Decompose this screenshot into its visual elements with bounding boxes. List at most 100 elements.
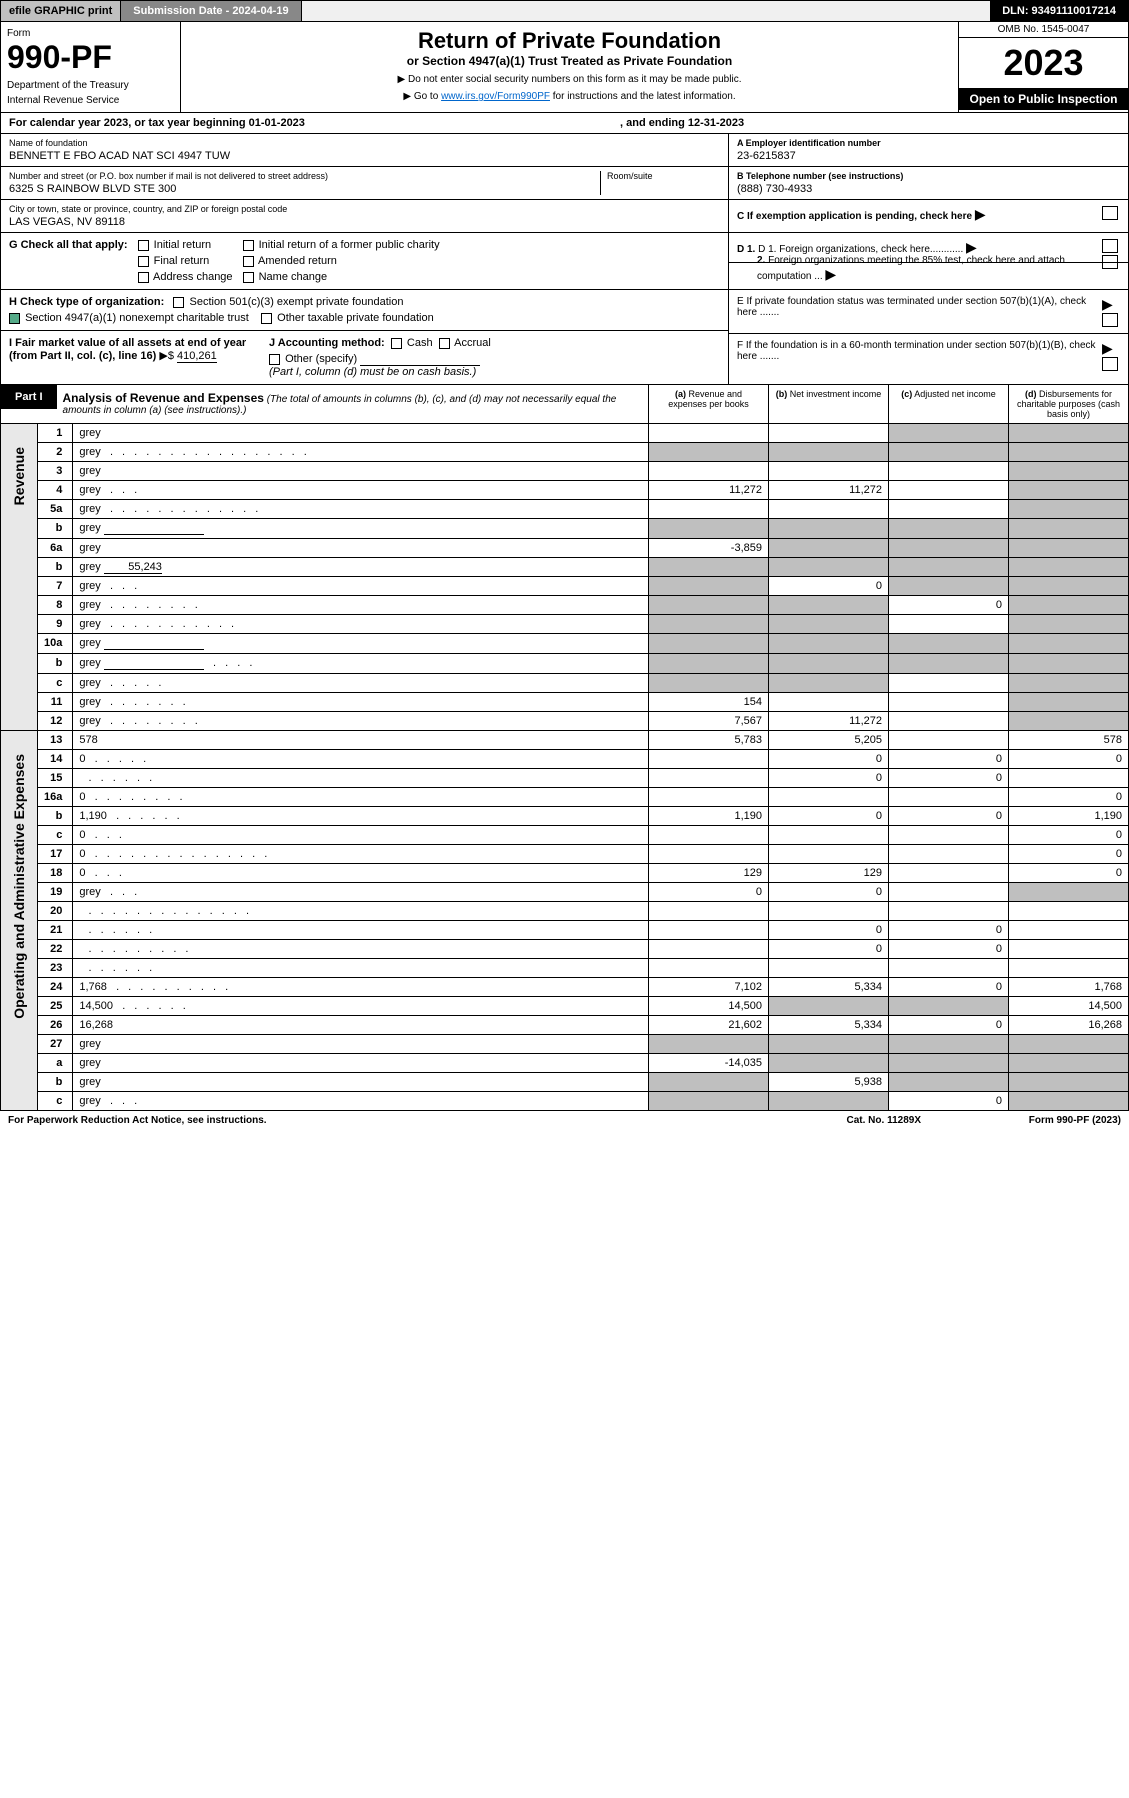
cell-d: 0 [1009,826,1129,845]
cell-b [769,539,889,558]
table-row: bgrey [1,519,1129,539]
cell-b [769,959,889,978]
cell-b [769,500,889,519]
cell-b: 0 [769,940,889,959]
tax-year: 2023 [959,38,1128,88]
cell-a [649,558,769,577]
cell-b [769,1035,889,1054]
cell-c [889,558,1009,577]
cell-a: 11,272 [649,481,769,500]
e-checkbox[interactable] [1102,313,1118,327]
line-number: b [38,654,73,674]
city-state-zip: LAS VEGAS, NV 89118 [9,216,720,228]
f-checkbox[interactable] [1102,357,1118,371]
cell-d [1009,712,1129,731]
line-desc: 578 [73,731,649,750]
line-desc: . . . . . . [73,769,649,788]
d2-checkbox[interactable] [1102,255,1118,269]
table-row: bgrey . . . . [1,654,1129,674]
cell-a [649,424,769,443]
line-desc: grey . . . . . . . . . . . [73,615,649,634]
j-accrual-checkbox[interactable] [439,338,450,349]
cell-c: 0 [889,769,1009,788]
cell-c [889,462,1009,481]
cell-c [889,654,1009,674]
cell-d [1009,959,1129,978]
line-desc: . . . . . . [73,921,649,940]
cell-c: 0 [889,1092,1009,1111]
line-number: 27 [38,1035,73,1054]
cell-b: 0 [769,921,889,940]
h-other-checkbox[interactable] [261,313,272,324]
footer-mid: Cat. No. 11289X [847,1115,921,1126]
table-row: 2grey . . . . . . . . . . . . . . . . . [1,443,1129,462]
cell-d: 0 [1009,750,1129,769]
line-number: b [38,558,73,577]
cell-b [769,693,889,712]
line-desc: grey . . . . [73,654,649,674]
form-label: Form [7,28,174,39]
efile-label[interactable]: efile GRAPHIC print [1,1,121,21]
cell-d: 1,190 [1009,807,1129,826]
table-row: 5agrey . . . . . . . . . . . . . [1,500,1129,519]
cell-a [649,577,769,596]
c-checkbox[interactable] [1102,206,1118,220]
h-4947-checkbox[interactable] [9,313,20,324]
cell-d: 0 [1009,788,1129,807]
cell-c [889,577,1009,596]
j-label: J Accounting method: [269,337,385,349]
address: 6325 S RAINBOW BLVD STE 300 [9,183,600,195]
form-subtitle: or Section 4947(a)(1) Trust Treated as P… [187,54,952,68]
open-inspection: Open to Public Inspection [959,88,1128,110]
line-desc: 1,768 . . . . . . . . . . [73,978,649,997]
line-number: 15 [38,769,73,788]
cell-b: 11,272 [769,481,889,500]
h-501-checkbox[interactable] [173,297,184,308]
line-desc: grey [73,462,649,481]
g-initial-checkbox[interactable] [138,240,149,251]
line-number: c [38,1092,73,1111]
check-section: G Check all that apply: Initial return F… [0,233,1129,385]
cell-d [1009,596,1129,615]
cell-a: 14,500 [649,997,769,1016]
g-initial-former-checkbox[interactable] [243,240,254,251]
cell-c [889,902,1009,921]
irs-link[interactable]: www.irs.gov/Form990PF [441,91,550,102]
cell-a: 7,102 [649,978,769,997]
cell-a [649,921,769,940]
cell-c [889,1073,1009,1092]
cell-c [889,826,1009,845]
line-number: 10a [38,634,73,654]
c-label: C If exemption application is pending, c… [737,211,972,222]
g-final-checkbox[interactable] [138,256,149,267]
line-desc: grey . . . . . . . . [73,596,649,615]
d1-checkbox[interactable] [1102,239,1118,253]
cell-a: 154 [649,693,769,712]
line-desc: grey [73,1035,649,1054]
g-name-checkbox[interactable] [243,272,254,283]
g-addr-checkbox[interactable] [138,272,149,283]
line-desc: 1,190 . . . . . . [73,807,649,826]
e-label: E If private foundation status was termi… [737,296,1102,318]
cell-b [769,997,889,1016]
ein-label: A Employer identification number [737,138,1120,148]
table-row: 7grey . . .0 [1,577,1129,596]
cell-c [889,500,1009,519]
table-row: 27grey [1,1035,1129,1054]
line-number: 20 [38,902,73,921]
cell-c [889,712,1009,731]
table-row: 15 . . . . . .00 [1,769,1129,788]
g-amended-checkbox[interactable] [243,256,254,267]
info-section: Name of foundation BENNETT E FBO ACAD NA… [0,134,1129,233]
cell-d [1009,1073,1129,1092]
cell-c [889,634,1009,654]
cell-d [1009,539,1129,558]
cell-b: 129 [769,864,889,883]
cell-b [769,615,889,634]
j-other-checkbox[interactable] [269,354,280,365]
table-row: 241,768 . . . . . . . . . .7,1025,33401,… [1,978,1129,997]
j-cash-checkbox[interactable] [391,338,402,349]
cell-a: 0 [649,883,769,902]
cell-d [1009,940,1129,959]
line-desc: grey [73,539,649,558]
